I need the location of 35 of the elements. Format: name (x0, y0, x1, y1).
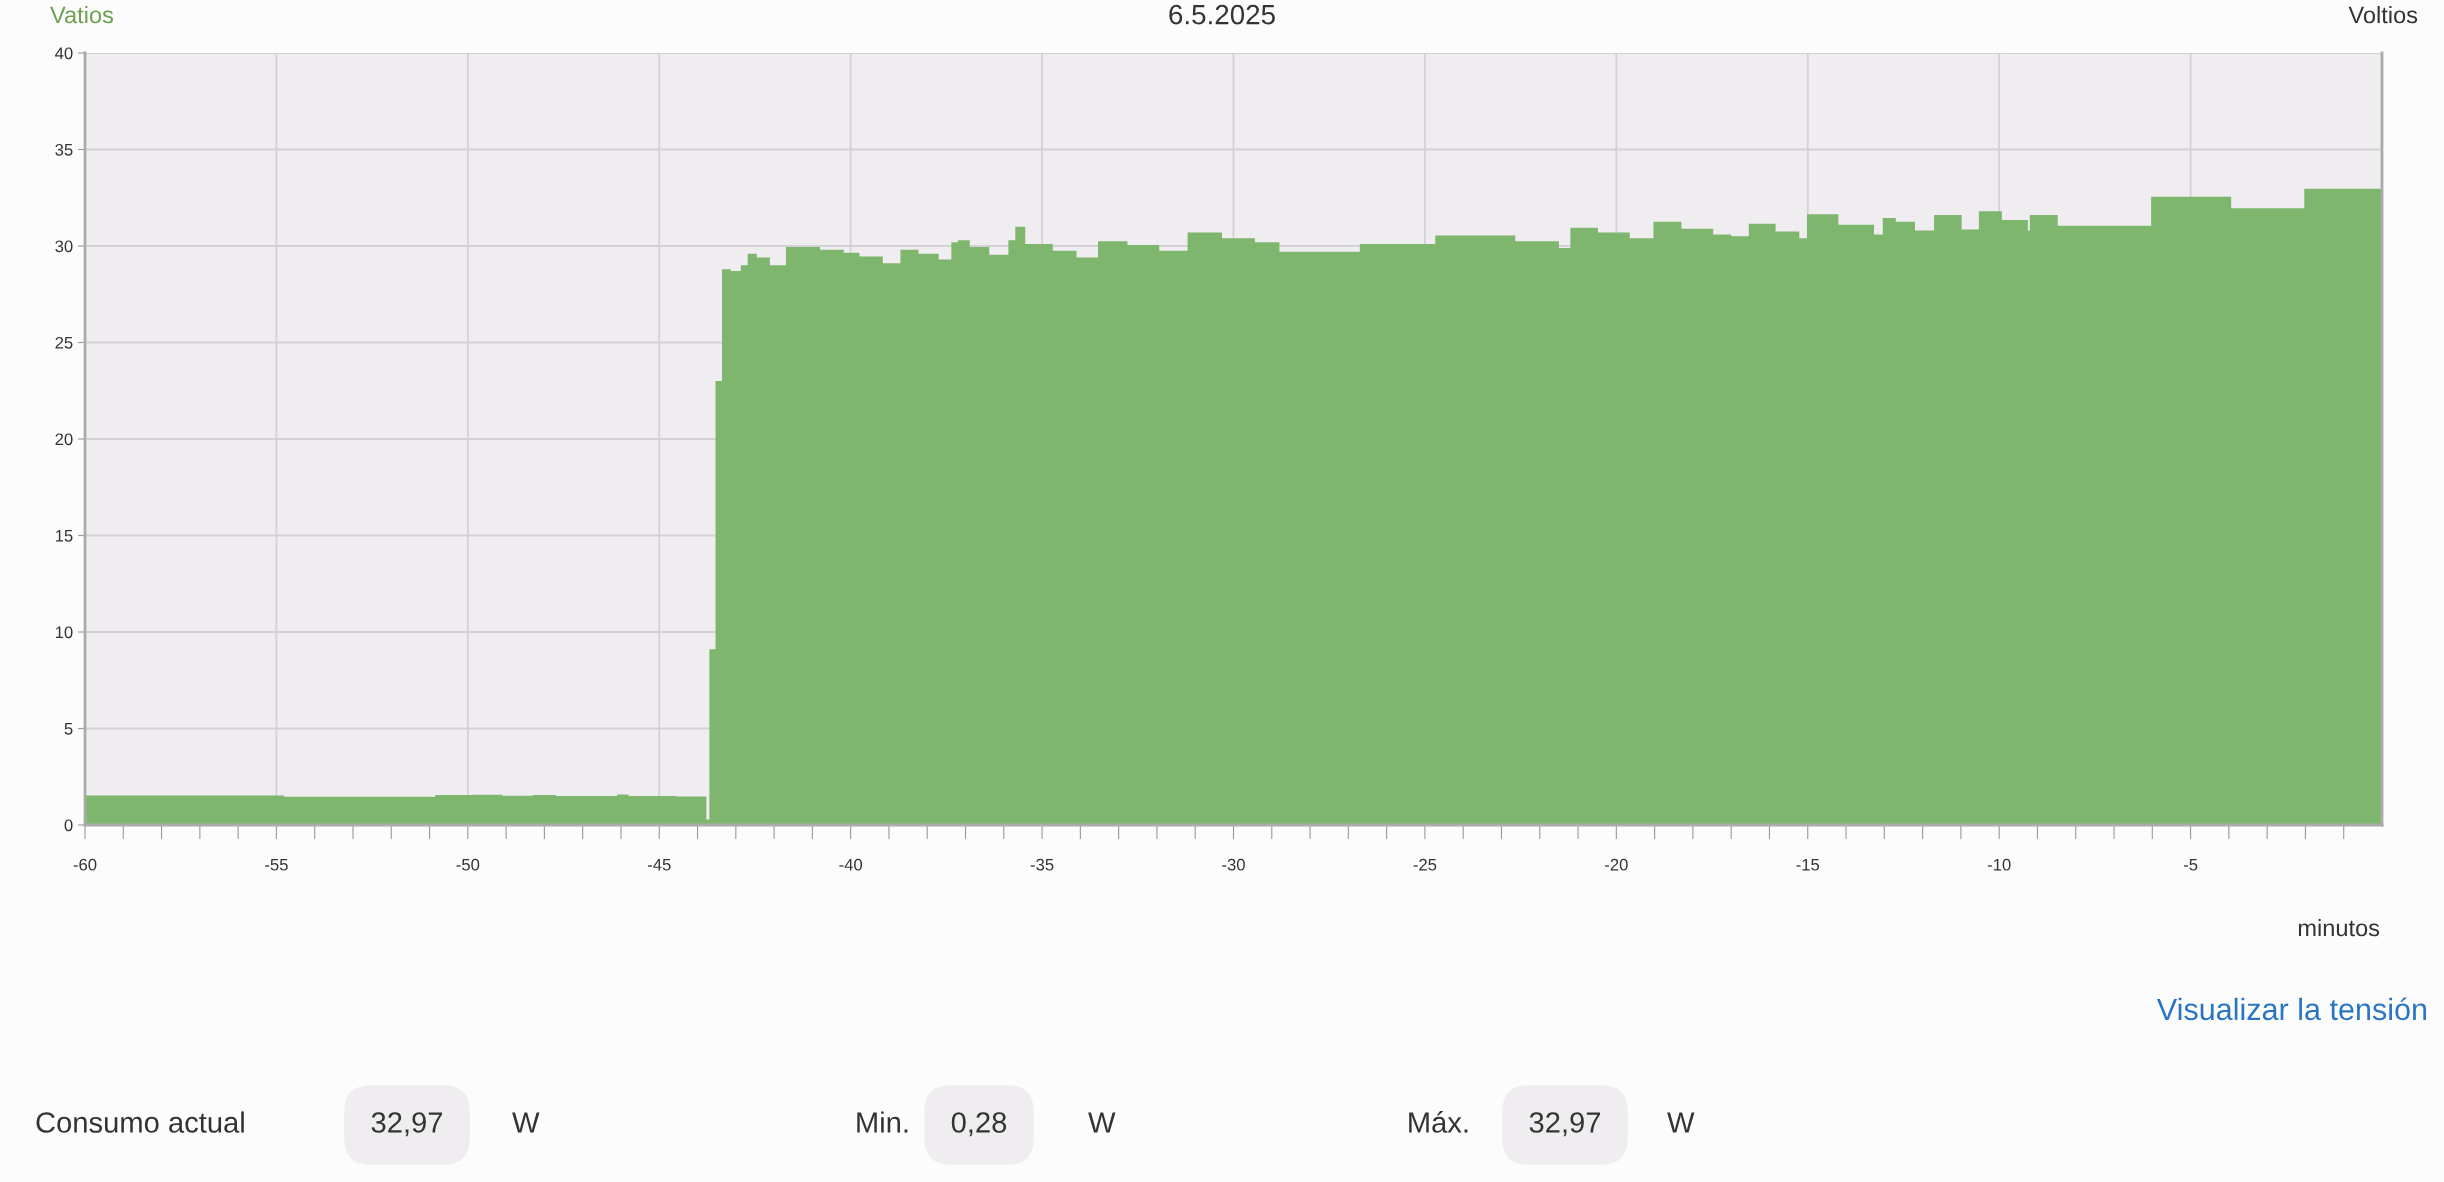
x-tick-label: -10 (1987, 858, 2011, 871)
y-tick-label: 0 (64, 819, 73, 832)
text: 32,97 (371, 1112, 443, 1137)
text: W (1667, 1112, 1695, 1133)
x-tick-label: -25 (1413, 858, 1437, 871)
text: Visualizar la tensión (2156, 997, 2427, 1021)
x-tick-label: -45 (647, 858, 671, 871)
x-tick-label: -35 (1030, 858, 1054, 871)
text: 32,97 (1529, 1112, 1601, 1137)
text: 0,28 (951, 1112, 1007, 1137)
y-tick-label: 20 (55, 433, 73, 446)
x-tick-label: -50 (456, 858, 480, 871)
y-axis-title: Vatios (50, 6, 114, 24)
x-tick-label: -20 (1605, 858, 1628, 871)
y-tick-label: 15 (55, 530, 73, 542)
y2-axis-title: Voltios (2348, 6, 2418, 24)
x-tick-label: -15 (1796, 858, 1820, 871)
text: W (512, 1112, 540, 1133)
y-tick-label: 10 (55, 626, 73, 639)
x-tick-label: -40 (839, 858, 863, 871)
x-axis-title: minutos (2298, 918, 2380, 937)
text: Máx. (1409, 1111, 1468, 1133)
x-tick-label: -60 (73, 858, 97, 871)
x-tick-label: -5 (2183, 858, 2198, 871)
x-tick-label: -30 (1222, 858, 1245, 871)
chart-title: 6.5.2025 (1169, 4, 1275, 25)
text: W (1088, 1112, 1116, 1133)
y-tick-label: 40 (55, 47, 73, 60)
text: Consumo actual (36, 1111, 244, 1133)
x-tick-label: -55 (265, 858, 288, 871)
y-tick-label: 5 (64, 723, 73, 735)
text: Min. (857, 1111, 908, 1133)
y-tick-label: 25 (55, 336, 73, 349)
y-tick-label: 30 (55, 240, 73, 253)
y-tick-label: 35 (55, 143, 73, 156)
